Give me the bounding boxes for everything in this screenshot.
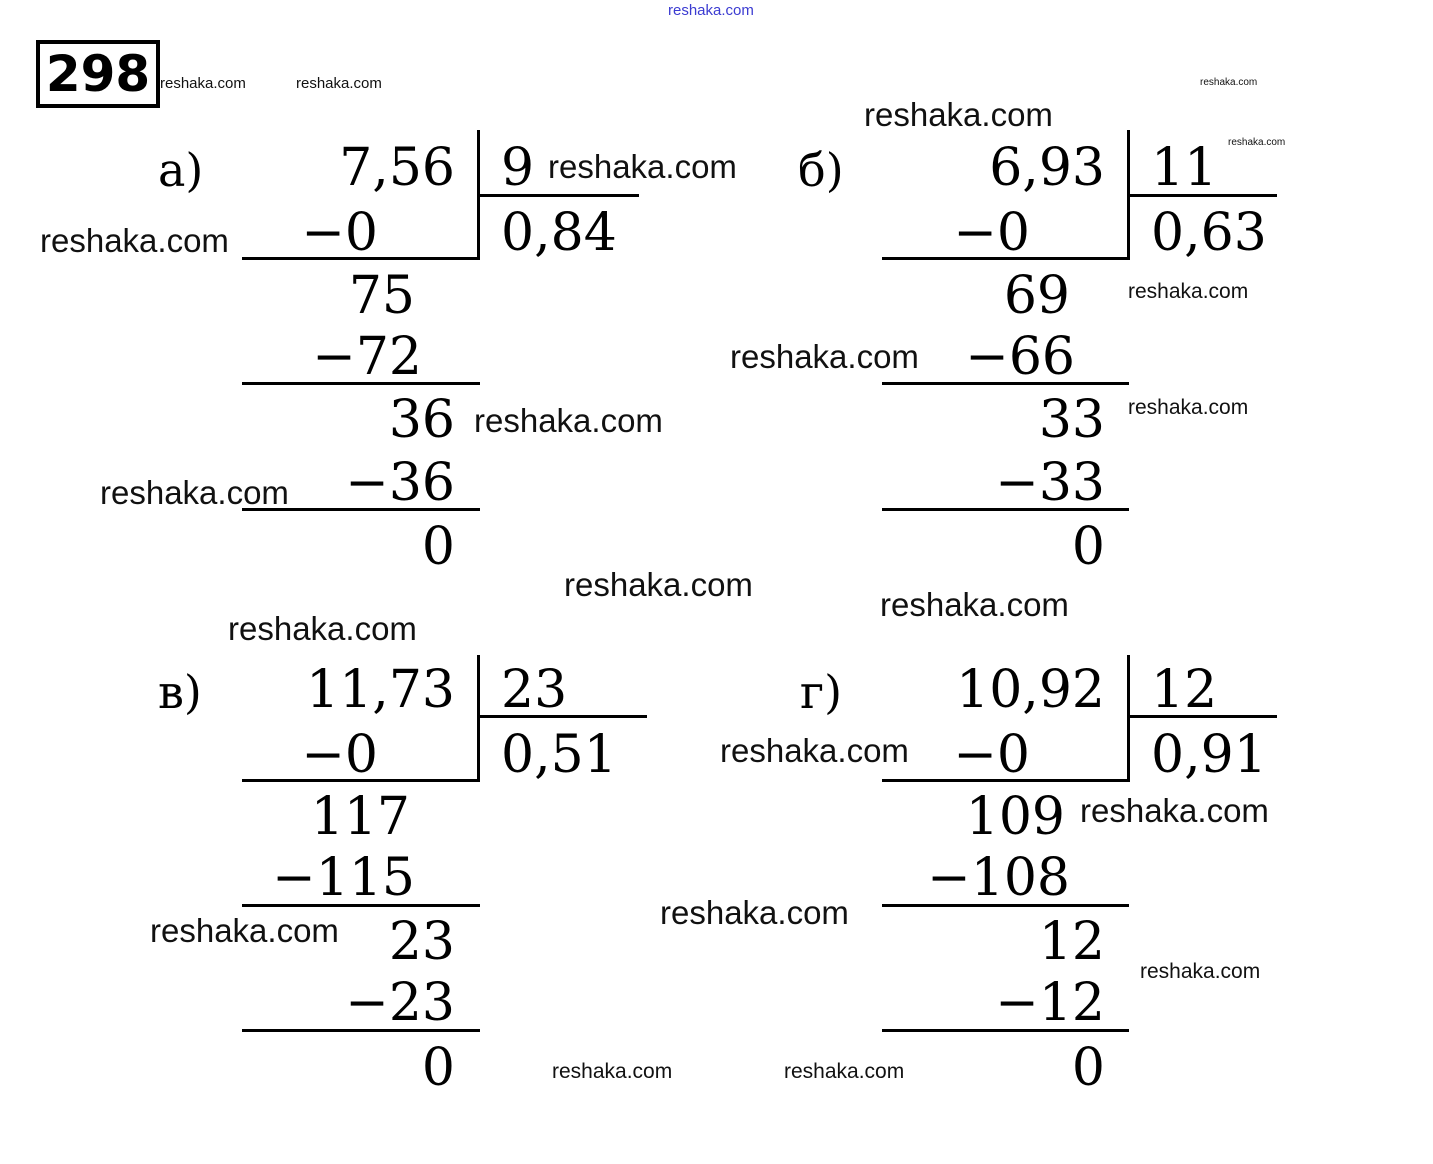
step: 117 [310,787,410,847]
quotient: 0,91 [1151,725,1267,785]
divisor: 11 [1151,138,1218,198]
subtraction-line [242,904,480,907]
watermark: reshaka.com [474,402,663,439]
dividend: 11,73 [306,660,455,720]
label: в) [158,665,202,719]
step: −0 [953,725,1030,785]
watermark: reshaka.com [228,610,417,647]
watermark: reshaka.com [548,148,737,185]
subtraction-line [882,904,1129,907]
step: −23 [345,973,455,1033]
step: 36 [388,390,455,450]
divider-line [1127,130,1130,260]
watermark: reshaka.com [100,474,289,511]
step: −0 [301,203,378,263]
divisor: 23 [501,660,568,720]
step: 75 [348,266,415,326]
label: б) [798,143,844,197]
dividend: 6,93 [989,138,1105,198]
step: 109 [965,787,1065,847]
subtraction-line [242,779,480,782]
divisor-line [479,194,639,197]
label: г) [800,665,843,719]
watermark: reshaka.com [1228,137,1286,148]
watermark: reshaka.com [720,732,909,769]
step: 0 [1071,517,1105,577]
watermark: reshaka.com [1128,280,1249,303]
divisor-line [479,715,647,718]
step: 69 [1003,266,1070,326]
subtraction-line [242,1029,480,1032]
subtraction-line [882,508,1129,511]
subtraction-line [242,382,480,385]
watermark: reshaka.com [150,912,339,949]
quotient: 0,63 [1151,203,1267,263]
dividend: 10,92 [956,660,1105,720]
step: 0 [421,1038,455,1098]
watermark: reshaka.com [880,586,1069,623]
divisor: 12 [1151,660,1218,720]
divisor: 9 [501,138,535,198]
divider-line [477,655,480,782]
step: −66 [965,327,1075,387]
watermark: reshaka.com [564,566,753,603]
subtraction-line [882,382,1129,385]
top-watermark[interactable]: reshaka.com [668,2,754,19]
watermark: reshaka.com [660,894,849,931]
divisor-line [1129,194,1277,197]
step: −72 [312,327,422,387]
subtraction-line [882,257,1129,260]
problem-number: 298 [36,40,160,108]
watermark: reshaka.com [1128,396,1249,419]
step: 0 [1071,1038,1105,1098]
watermark: reshaka.com [1140,960,1261,983]
step: −12 [995,973,1105,1033]
subtraction-line [882,779,1129,782]
step: 12 [1038,912,1105,972]
watermark: reshaka.com [160,75,246,92]
subtraction-line [242,508,480,511]
step: −115 [272,848,415,908]
step: −0 [301,725,378,785]
watermark: reshaka.com [40,222,229,259]
divider-line [477,130,480,260]
watermark: reshaka.com [1080,792,1269,829]
divisor-line [1129,715,1277,718]
label: а) [158,143,204,197]
divider-line [1127,655,1130,782]
quotient: 0,84 [501,203,617,263]
step: −33 [995,453,1105,513]
subtraction-line [242,257,480,260]
step: −0 [953,203,1030,263]
step: 33 [1038,390,1105,450]
dividend: 7,56 [339,138,455,198]
step: −36 [345,453,455,513]
watermark: reshaka.com [552,1060,673,1083]
step: 23 [388,912,455,972]
step: 0 [421,517,455,577]
watermark: reshaka.com [296,75,382,92]
step: −108 [927,848,1070,908]
subtraction-line [882,1029,1129,1032]
watermark: reshaka.com [730,338,919,375]
watermark: reshaka.com [1200,77,1258,88]
watermark: reshaka.com [864,96,1053,133]
watermark: reshaka.com [784,1060,905,1083]
quotient: 0,51 [501,725,617,785]
